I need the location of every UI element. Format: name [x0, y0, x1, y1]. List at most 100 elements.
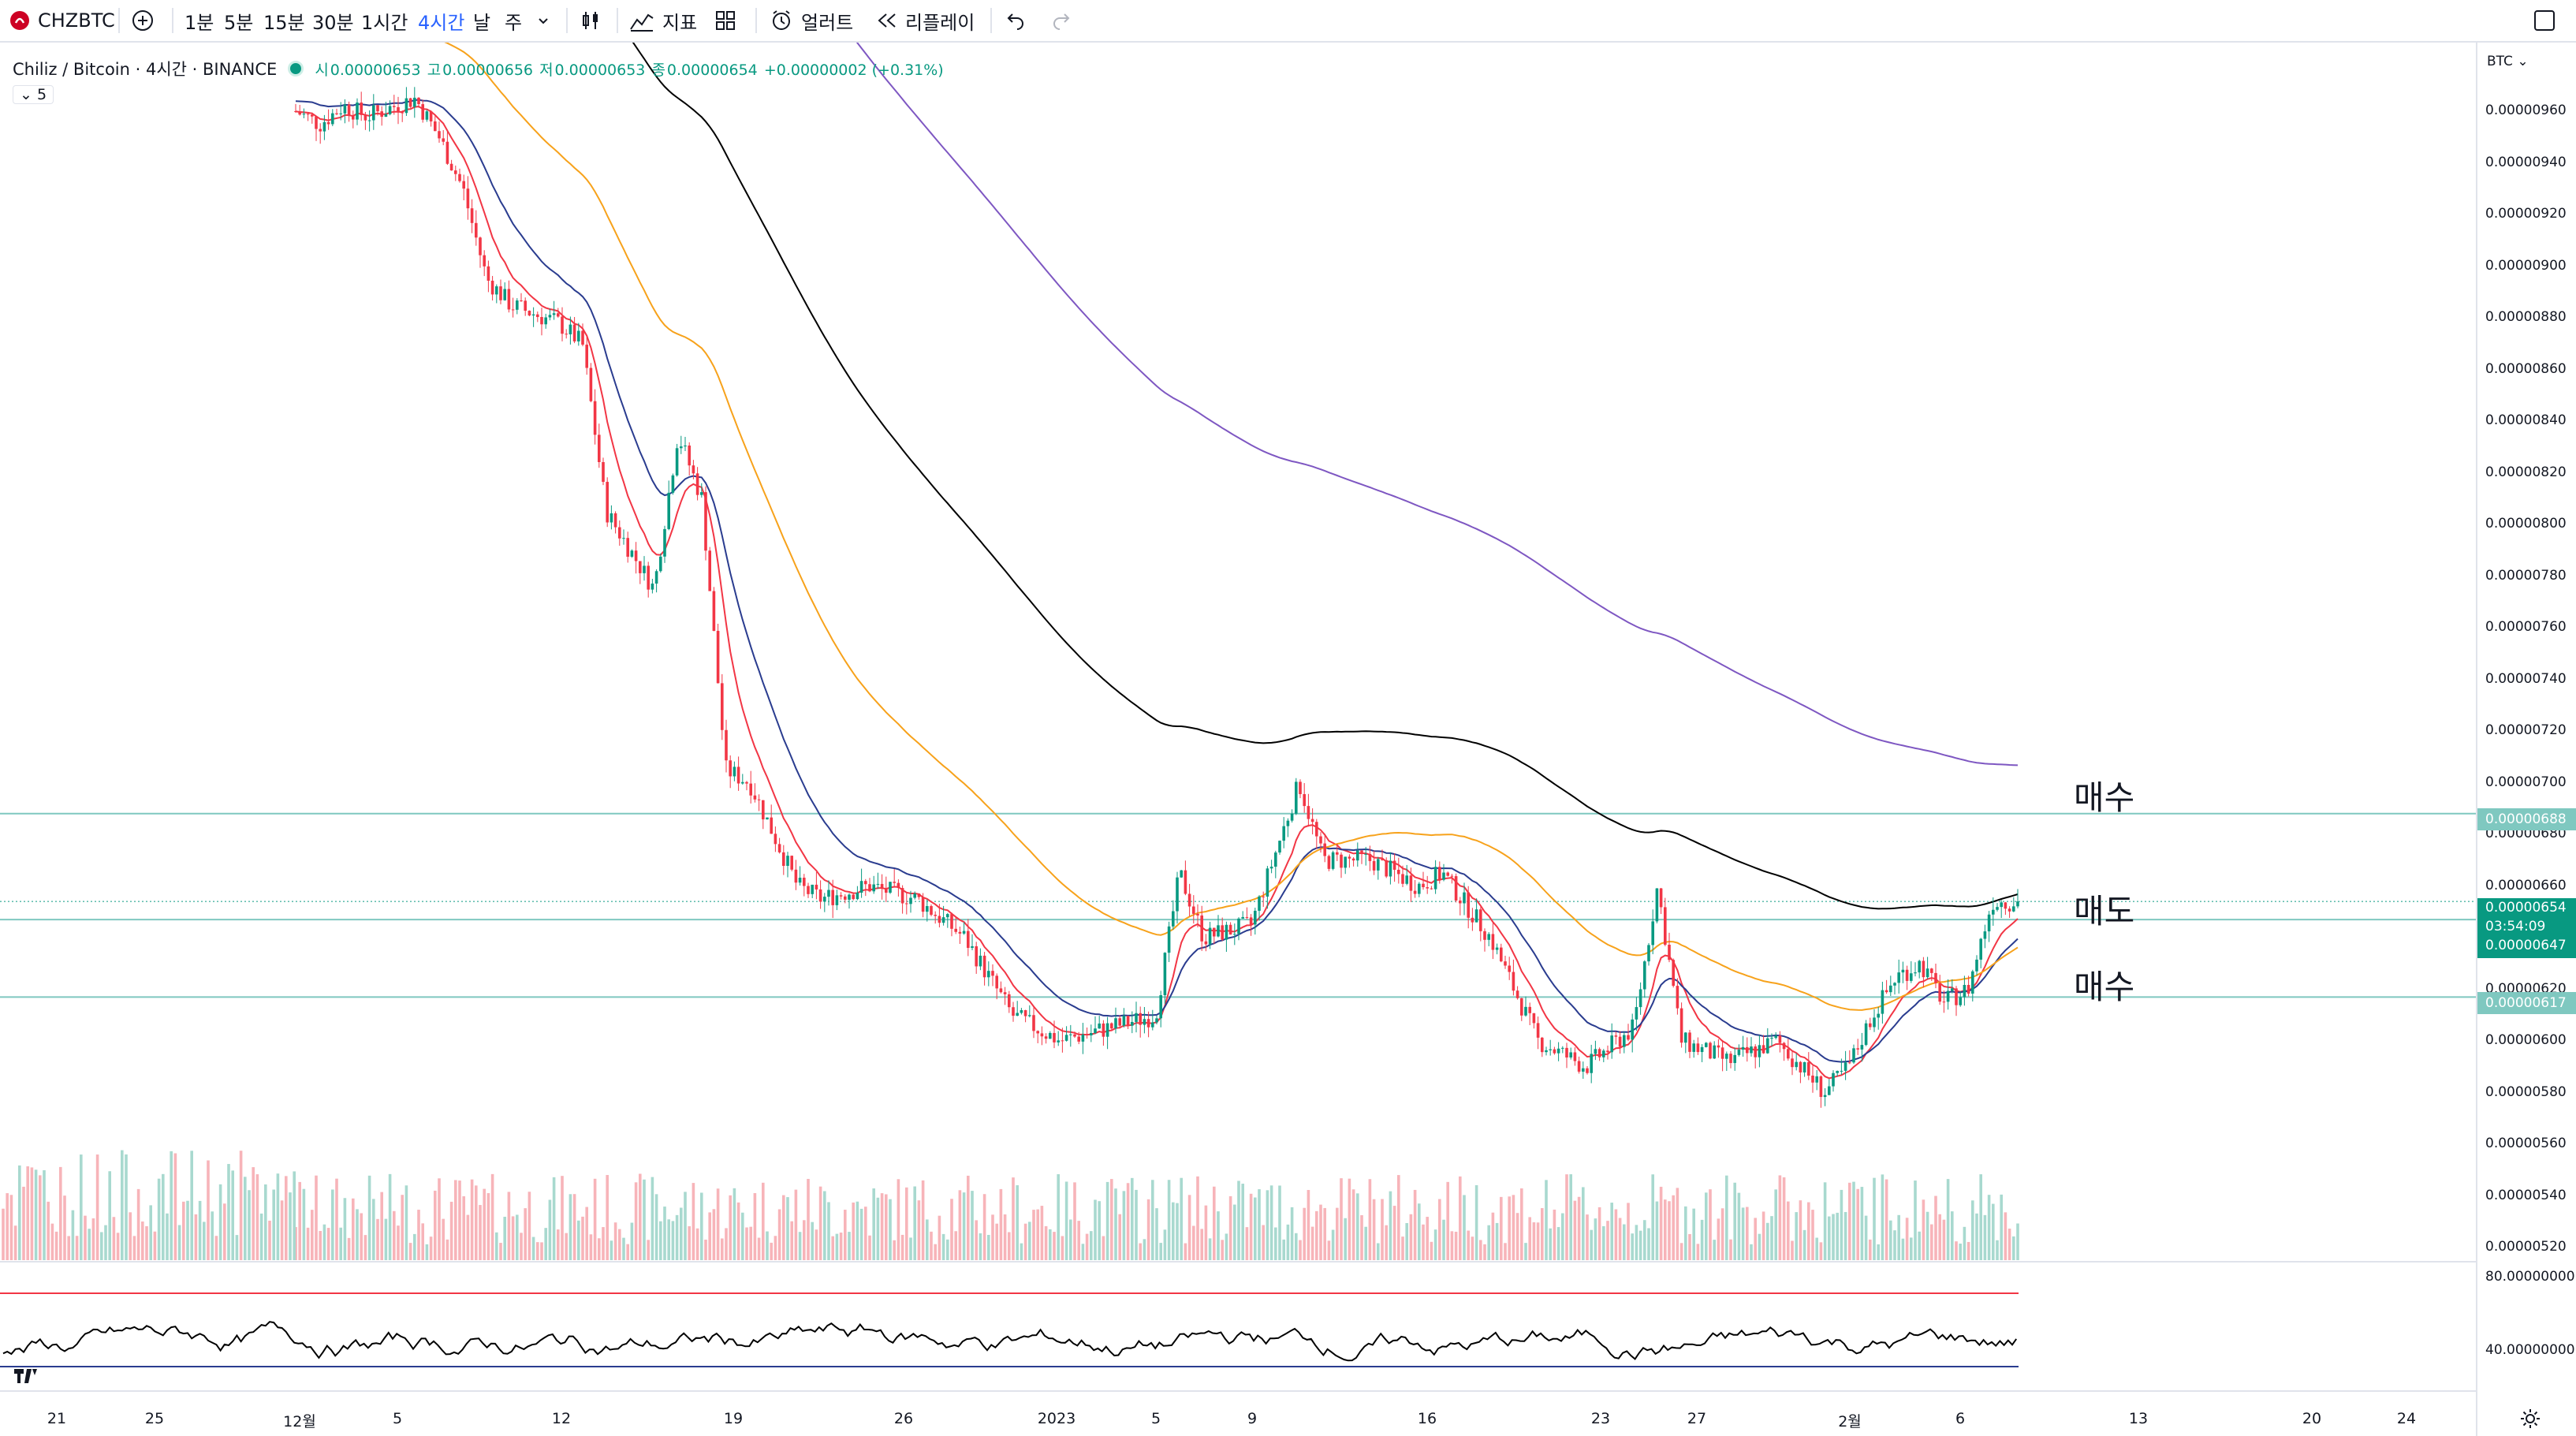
volume-bar — [733, 1188, 736, 1260]
volume-bar — [704, 1239, 707, 1260]
volume-bar — [782, 1195, 785, 1260]
candle-body — [1631, 1019, 1634, 1040]
interval-30m[interactable]: 30분 — [312, 11, 354, 34]
candle-body — [1688, 1032, 1691, 1052]
candle-body — [1077, 1036, 1080, 1042]
volume-bar — [1110, 1179, 1113, 1260]
candle-body — [1720, 1047, 1724, 1059]
candle-body — [1155, 1018, 1158, 1023]
candle-body — [1467, 892, 1470, 918]
volume-bar — [1278, 1185, 1281, 1260]
volume-bar — [1864, 1215, 1868, 1260]
interval-5m[interactable]: 5분 — [224, 11, 254, 34]
price-scale[interactable]: BTC ⌄ — [2476, 43, 2576, 1436]
volume-bar — [1905, 1218, 1909, 1260]
volume-bar — [1360, 1215, 1363, 1260]
interval-4h[interactable]: 4시간 — [418, 11, 465, 34]
candle-body — [1151, 1022, 1154, 1028]
volume-bar — [18, 1165, 21, 1260]
layouts-button[interactable] — [714, 0, 736, 41]
volume-bar — [1946, 1179, 1950, 1260]
market-status-dot[interactable] — [288, 61, 304, 76]
volume-bar — [1951, 1211, 1954, 1260]
volume-bar — [1061, 1236, 1064, 1260]
annotation-sell[interactable]: 매도 — [2074, 892, 2135, 931]
ma-red-line[interactable] — [295, 105, 2019, 1080]
interval-1h[interactable]: 1시간 — [361, 11, 408, 34]
currency-selector[interactable]: BTC ⌄ — [2487, 54, 2529, 69]
price-chart-area[interactable] — [0, 43, 2476, 1436]
volume-bar — [1044, 1225, 1048, 1260]
redo-button[interactable] — [1050, 0, 1072, 41]
volume-bar — [1085, 1233, 1089, 1260]
rsi-line[interactable] — [2, 1321, 2018, 1362]
annotation-buy-lower[interactable]: 매수 — [2074, 968, 2135, 1006]
volume-bar — [490, 1173, 494, 1260]
volume-bar — [244, 1177, 247, 1260]
candle-body — [1623, 1035, 1626, 1047]
interval-1m[interactable]: 1분 — [185, 11, 214, 34]
compare-symbol-button[interactable] — [131, 0, 155, 41]
candle-body — [736, 766, 740, 784]
volume-bar — [454, 1180, 457, 1260]
volume-bar — [1118, 1214, 1121, 1260]
candle-body — [647, 565, 650, 590]
candle-body — [835, 895, 839, 905]
volume-bar — [900, 1234, 904, 1260]
candle-body — [626, 538, 629, 557]
change-value: +0.00000002 (+0.31%) — [763, 61, 944, 79]
volume-bar — [1167, 1180, 1171, 1260]
candle-body — [1196, 913, 1199, 916]
indicators-collapse-toggle[interactable]: ⌄ 5 — [13, 85, 54, 104]
indicators-button[interactable]: 지표 — [629, 0, 697, 41]
volume-bar — [1163, 1229, 1167, 1260]
candle-body — [470, 208, 474, 223]
symbol-search[interactable]: CHZBTC — [9, 0, 115, 41]
volume-bar — [1750, 1244, 1753, 1260]
ma-purple-line[interactable] — [296, 43, 2019, 766]
undo-button[interactable] — [1005, 0, 1027, 41]
fullscreen-button[interactable] — [2533, 0, 2556, 41]
volume-bar — [1618, 1218, 1622, 1260]
candle-body — [811, 884, 814, 894]
chart-settings-button[interactable] — [2518, 1407, 2542, 1434]
ma-blue-line[interactable] — [295, 99, 2019, 1063]
interval-dropdown-button[interactable] — [536, 0, 550, 41]
tradingview-logo-icon[interactable] — [13, 1366, 41, 1388]
volume-bar — [218, 1184, 222, 1260]
candle-body — [1676, 986, 1679, 1009]
volume-bar — [1524, 1243, 1527, 1260]
volume-bar — [71, 1210, 75, 1260]
interval-15m[interactable]: 15분 — [263, 11, 305, 34]
volume-bar — [1532, 1222, 1536, 1260]
low-value: 0.00000653 — [554, 61, 646, 79]
interval-day[interactable]: 날 — [473, 11, 491, 34]
candle-body — [1323, 843, 1326, 856]
replay-button[interactable]: 리플레이 — [875, 0, 975, 41]
ma-orange-line[interactable] — [296, 43, 2019, 1011]
alerts-button[interactable]: 얼러트 — [770, 0, 853, 41]
volume-bar — [1856, 1188, 1859, 1260]
candle-body — [1474, 909, 1478, 923]
candle-body — [331, 113, 334, 125]
legend-title[interactable]: Chiliz / Bitcoin · 4시간 · BINANCE — [13, 60, 278, 79]
interval-week[interactable]: 주 — [505, 11, 523, 34]
price-tag-lower-level: 0.00000617 — [2477, 992, 2576, 1014]
volume-bar — [1696, 1244, 1700, 1260]
volume-bar — [393, 1210, 396, 1260]
candle-body — [880, 883, 884, 888]
volume-bar — [449, 1201, 453, 1260]
volume-bar — [1036, 1209, 1039, 1260]
candle-body — [1791, 1058, 1794, 1068]
candle-body — [1959, 997, 1962, 1005]
ma-black-line[interactable] — [296, 43, 2019, 910]
candle-body — [552, 313, 556, 315]
candle-body — [1254, 910, 1257, 925]
annotation-buy-upper[interactable]: 매수 — [2074, 778, 2135, 817]
candle-body — [618, 527, 621, 539]
volume-bar — [235, 1235, 239, 1260]
candle-body — [401, 112, 404, 114]
volume-bar — [868, 1235, 871, 1260]
chart-type-button[interactable] — [579, 0, 602, 41]
candle-body — [516, 300, 519, 310]
